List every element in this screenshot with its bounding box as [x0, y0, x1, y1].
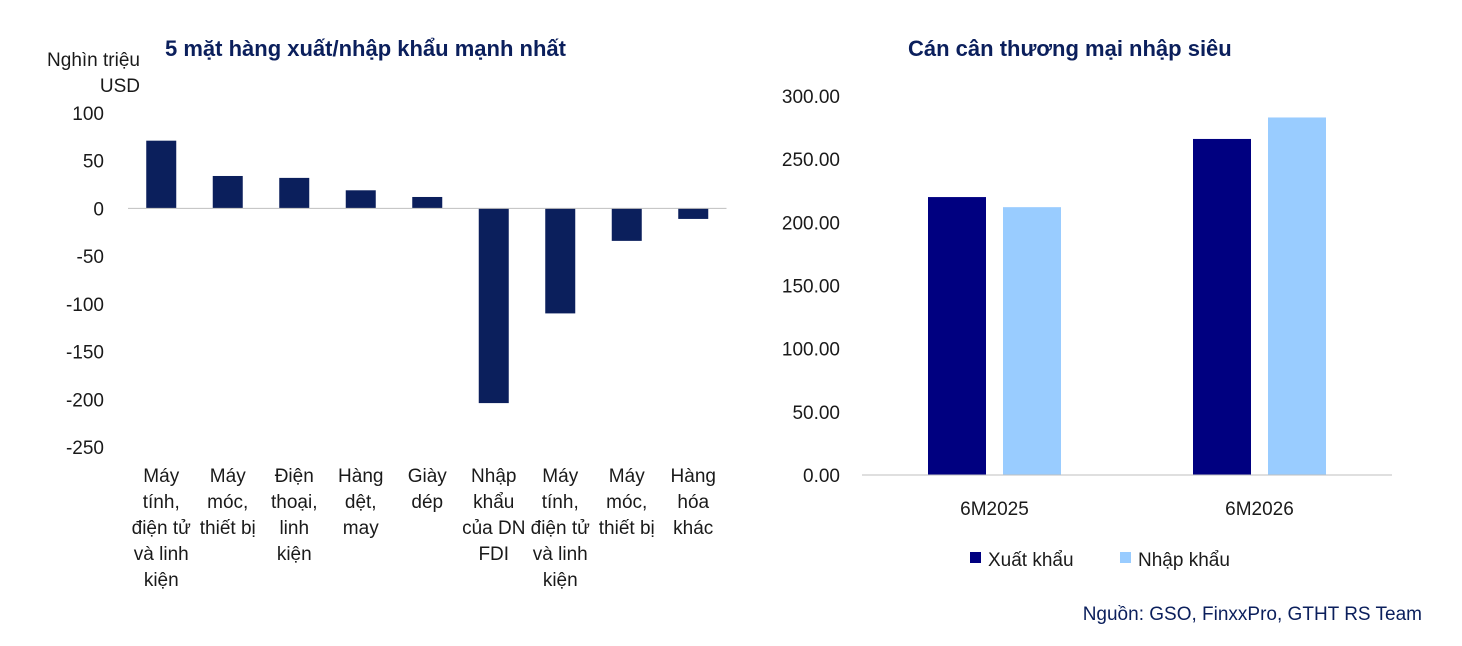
left-y-tick-label: -250	[66, 438, 104, 459]
left-y-tick-label: 0	[93, 199, 104, 220]
left-category-label: móc,	[606, 492, 647, 513]
left-bar	[545, 208, 576, 314]
left-bar	[345, 190, 376, 209]
left-bar	[611, 208, 642, 241]
left-category-label: Máy	[143, 466, 179, 487]
left-category-label: điện tử	[132, 518, 191, 539]
left-category-label: kiện	[144, 570, 179, 591]
left-category-label: khác	[673, 518, 713, 539]
right-y-tick-label: 150.00	[782, 277, 840, 298]
right-bar	[928, 197, 986, 476]
left-category-label: tính,	[143, 492, 180, 513]
left-bar	[412, 196, 443, 209]
left-category-label: may	[343, 518, 379, 539]
right-y-tick-label: 250.00	[782, 150, 840, 171]
left-category-label: hóa	[677, 492, 709, 513]
left-y-axis-label: Nghìn triệu USD	[47, 50, 140, 97]
left-category-label: dệt,	[345, 492, 377, 513]
left-y-tick-label: -150	[66, 343, 104, 364]
left-bar	[478, 208, 509, 404]
left-category-label: Máy	[210, 466, 246, 487]
left-chart-title: 5 mặt hàng xuất/nhập khẩu mạnh nhất	[165, 36, 566, 61]
right-y-tick-label: 100.00	[782, 340, 840, 361]
left-category-label: dép	[411, 492, 443, 513]
left-category-label: tính,	[542, 492, 579, 513]
left-category-label: Nhập	[471, 466, 516, 487]
left-category-label: Điện	[275, 466, 314, 487]
right-y-tick-label: 50.00	[792, 403, 840, 424]
left-category-label: Giày	[408, 466, 448, 487]
left-category-label: thiết bị	[200, 518, 256, 539]
right-y-tick-label: 0.00	[803, 466, 840, 487]
right-bar	[1193, 138, 1251, 475]
left-category-label: và linh	[134, 544, 189, 565]
legend-swatch	[1120, 552, 1131, 563]
left-category-label: Máy	[542, 466, 578, 487]
left-category-label: móc,	[207, 492, 248, 513]
left-category-label: kiện	[543, 570, 578, 591]
left-category-label: Hàng	[338, 466, 383, 487]
left-category-label: thoại,	[271, 492, 317, 513]
left-bar	[212, 175, 243, 209]
left-category-label: khẩu	[473, 492, 514, 513]
legend-label: Nhập khẩu	[1138, 550, 1230, 571]
right-bar	[1268, 117, 1326, 475]
left-category-label: Máy	[609, 466, 645, 487]
right-y-tick-label: 300.00	[782, 87, 840, 108]
left-y-tick-label: 100	[72, 104, 104, 125]
right-bar	[1003, 207, 1061, 475]
left-category-label: kiện	[277, 544, 312, 565]
left-category-label: FDI	[478, 544, 509, 565]
left-category-label: Hàng	[671, 466, 716, 487]
legend-label: Xuất khẩu	[988, 550, 1074, 571]
right-y-tick-label: 200.00	[782, 213, 840, 234]
left-category-label: và linh	[533, 544, 588, 565]
left-category-label: của DN	[462, 518, 525, 539]
right-category-label: 6M2026	[1225, 499, 1294, 520]
left-y-tick-label: -200	[66, 390, 104, 411]
legend-swatch	[970, 552, 981, 563]
left-bar	[279, 177, 310, 209]
left-y-tick-label: 50	[83, 152, 104, 173]
left-y-tick-label: -100	[66, 295, 104, 316]
left-y-tick-label: -50	[77, 247, 104, 268]
right-chart-title: Cán cân thương mại nhập siêu	[908, 36, 1232, 61]
left-bar	[146, 140, 177, 209]
left-category-label: điện tử	[531, 518, 590, 539]
source-note: Nguồn: GSO, FinxxPro, GTHT RS Team	[1082, 604, 1422, 625]
left-bar	[678, 208, 709, 219]
left-category-label: linh	[279, 518, 309, 539]
left-category-label: thiết bị	[599, 518, 655, 539]
right-category-label: 6M2025	[960, 499, 1029, 520]
